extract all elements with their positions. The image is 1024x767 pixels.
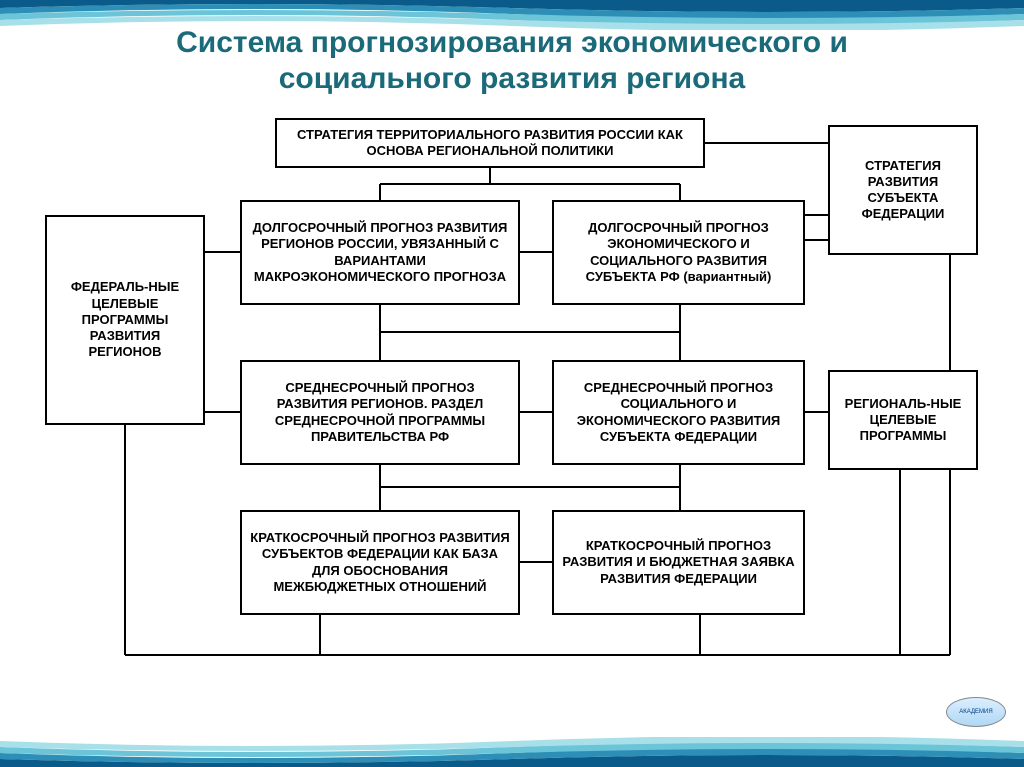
box-rightMid: РЕГИОНАЛЬ-НЫЕ ЦЕЛЕВЫЕ ПРОГРАММЫ xyxy=(828,370,978,470)
box-left: ФЕДЕРАЛЬ-НЫЕ ЦЕЛЕВЫЕ ПРОГРАММЫ РАЗВИТИЯ … xyxy=(45,215,205,425)
box-l3: КРАТКОСРОЧНЫЙ ПРОГНОЗ РАЗВИТИЯ СУБЪЕКТОВ… xyxy=(240,510,520,615)
academy-logo: АКАДЕМИЯ xyxy=(946,697,1006,727)
box-rightTop: СТРАТЕГИЯ РАЗВИТИЯ СУБЪЕКТА ФЕДЕРАЦИИ xyxy=(828,125,978,255)
box-l1: ДОЛГОСРОЧНЫЙ ПРОГНОЗ РАЗВИТИЯ РЕГИОНОВ Р… xyxy=(240,200,520,305)
box-l2: СРЕДНЕСРОЧНЫЙ ПРОГНОЗ РАЗВИТИЯ РЕГИОНОВ.… xyxy=(240,360,520,465)
box-r2: СРЕДНЕСРОЧНЫЙ ПРОГНОЗ СОЦИАЛЬНОГО И ЭКОН… xyxy=(552,360,805,465)
box-top: СТРАТЕГИЯ ТЕРРИТОРИАЛЬНОГО РАЗВИТИЯ РОСС… xyxy=(275,118,705,168)
box-r1: ДОЛГОСРОЧНЫЙ ПРОГНОЗ ЭКОНОМИЧЕСКОГО И СО… xyxy=(552,200,805,305)
box-r3: КРАТКОСРОЧНЫЙ ПРОГНОЗ РАЗВИТИЯ И БЮДЖЕТН… xyxy=(552,510,805,615)
